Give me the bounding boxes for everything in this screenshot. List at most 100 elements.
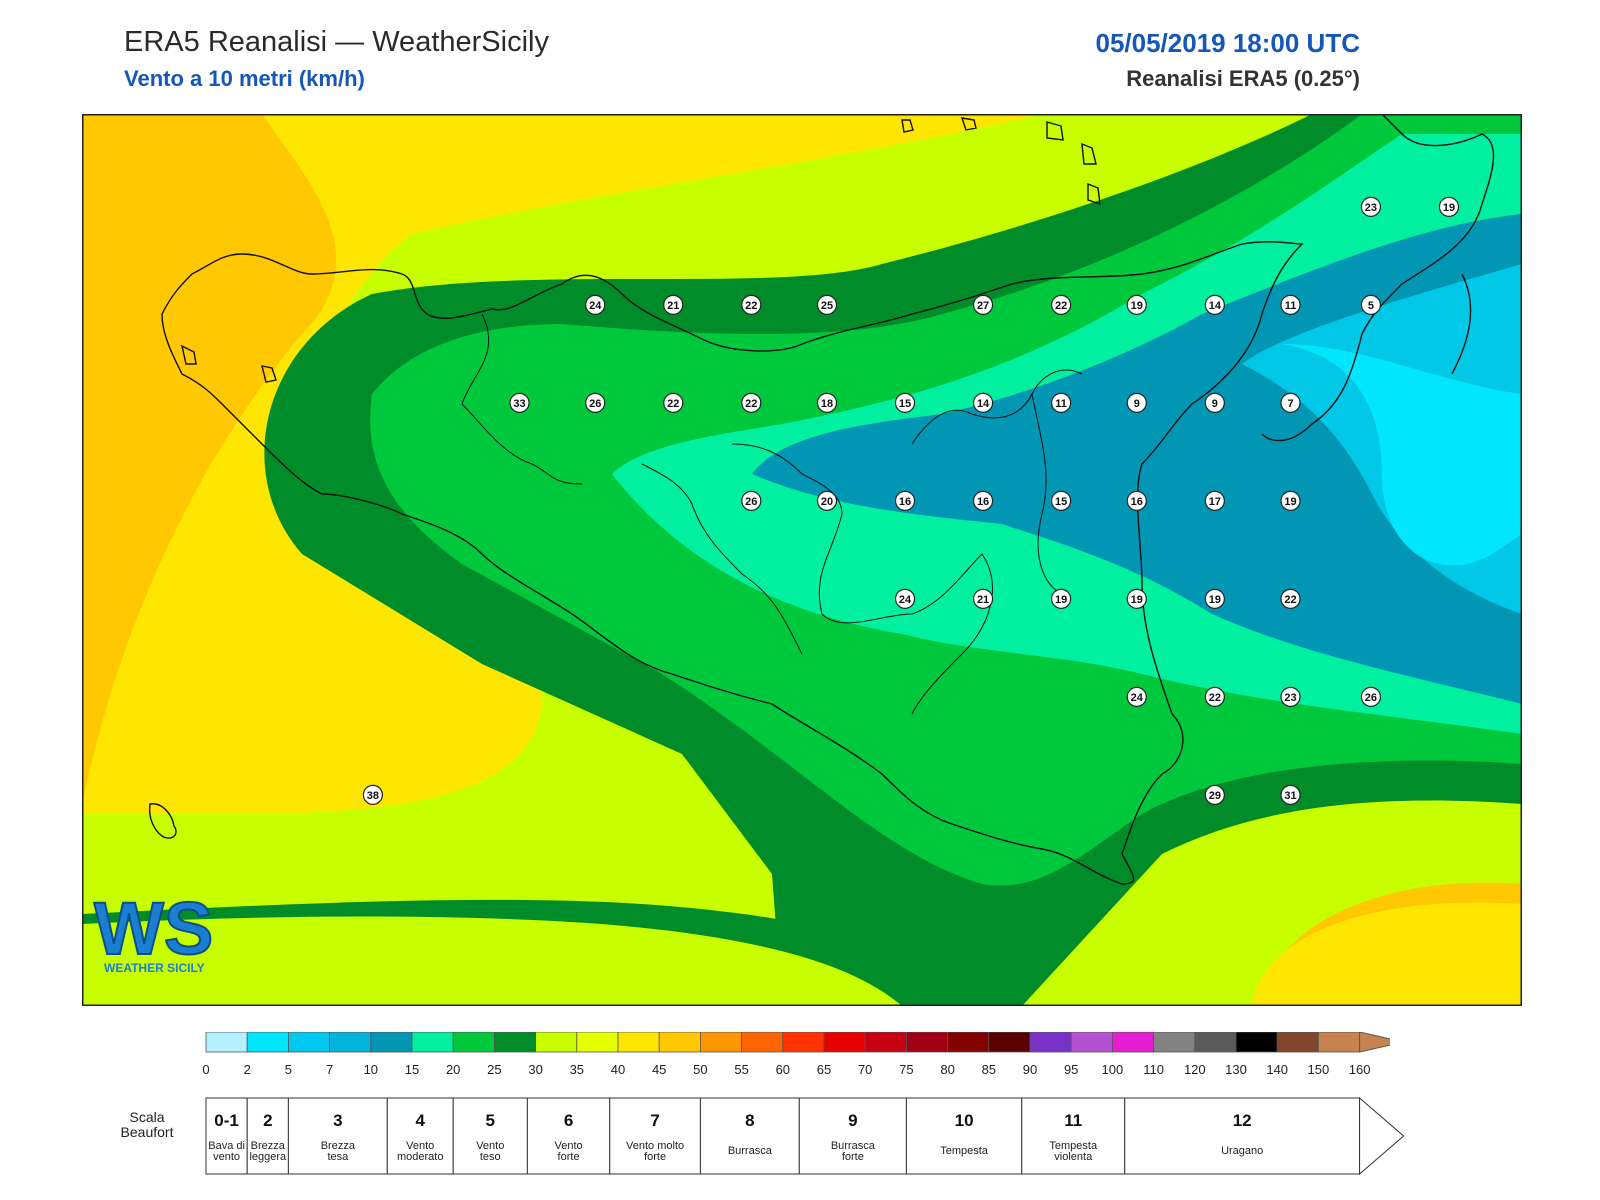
station-marker: 22 — [741, 294, 762, 315]
station-value: 21 — [667, 300, 679, 312]
station-marker: 16 — [972, 490, 994, 511]
colorbar-swatch — [411, 1032, 454, 1053]
station-value: 38 — [367, 790, 379, 802]
station-marker: 26 — [585, 392, 606, 413]
beaufort-force: 8 — [745, 1111, 754, 1130]
beaufort-force: 5 — [486, 1111, 495, 1130]
station-marker: 19 — [1126, 294, 1147, 315]
zone-band — [1282, 344, 1522, 566]
beaufort-scale: 0-1 Bava di vento 2 Brezza leggera 3 Brezza tesa… — [205, 1096, 1405, 1176]
station-value: 14 — [977, 398, 990, 410]
station-value: 17 — [1209, 496, 1221, 508]
colorbar-swatch — [823, 1032, 866, 1053]
station-value: 11 — [1055, 398, 1067, 410]
colorbar-swatch — [205, 1032, 248, 1053]
colorbar-swatch — [535, 1032, 578, 1053]
island-outline — [1087, 182, 1101, 206]
beaufort-description: Tempesta violenta — [1049, 1140, 1098, 1163]
station-value: 22 — [745, 398, 757, 410]
station-value: 9 — [1212, 398, 1218, 410]
data-source: Reanalisi ERA5 (0.25°) — [1126, 66, 1360, 91]
colorbar-swatch — [864, 1032, 907, 1053]
colorbar-swatch — [1029, 1032, 1072, 1053]
station-marker: 19 — [1051, 588, 1072, 609]
station-value: 19 — [1131, 594, 1143, 606]
colorbar-arrow — [1359, 1032, 1390, 1053]
station-value: 26 — [745, 496, 757, 508]
station-marker: 14 — [972, 392, 994, 413]
station-marker: 11 — [1280, 294, 1301, 315]
beaufort-cell: 7 Vento molto forte — [609, 1097, 701, 1175]
station-value: 16 — [1131, 496, 1143, 508]
colorbar-swatch — [617, 1032, 660, 1053]
station-value: 9 — [1134, 398, 1140, 410]
station-marker: 27 — [972, 294, 994, 315]
station-marker: 18 — [816, 392, 838, 413]
station-marker: 25 — [816, 294, 838, 315]
colorbar-swatch — [576, 1032, 619, 1053]
map-title: ERA5 Reanalisi — WeatherSicily — [124, 26, 549, 58]
coastlines — [148, 114, 1495, 885]
station-value: 24 — [1131, 692, 1144, 704]
beaufort-force: 2 — [263, 1111, 272, 1130]
beaufort-cell: 10 Tempesta — [905, 1097, 1023, 1175]
station-marker: 11 — [1051, 392, 1072, 413]
valid-datetime: 05/05/2019 18:00 UTC — [1095, 28, 1360, 58]
island-outline — [261, 365, 277, 383]
colorbar-tick: 110 — [1143, 1062, 1164, 1077]
beaufort-force: 11 — [1064, 1111, 1082, 1130]
colorbar-tick: 7 — [326, 1062, 333, 1077]
colorbar-tick: 85 — [982, 1062, 996, 1077]
beaufort-force: 10 — [955, 1111, 974, 1130]
logo-mark: WS — [94, 887, 213, 970]
colorbar-tick: 160 — [1349, 1062, 1371, 1077]
colorbar-tick: 30 — [528, 1062, 542, 1077]
beaufort-cell: 4 Vento moderato — [386, 1097, 454, 1175]
beaufort-description: Burrasca forte — [831, 1140, 876, 1163]
station-marker: 26 — [1360, 686, 1382, 707]
station-markers: 24 21 22 25 27 22 19 14 11 5 23 19 33 26 22 22 18 15 14 11 9… — [362, 196, 1460, 805]
station-value: 19 — [1443, 202, 1455, 214]
beaufort-label: Scala Beaufort — [120, 1109, 174, 1140]
station-value: 25 — [821, 300, 833, 312]
colorbar-tick: 100 — [1102, 1062, 1124, 1077]
colorbar-swatch — [1153, 1032, 1196, 1053]
map-subtitle: Vento a 10 metri (km/h) — [124, 66, 365, 91]
colorbar-tick: 90 — [1023, 1062, 1037, 1077]
colorbar-swatch — [493, 1032, 536, 1053]
wind-map: 24 21 22 25 27 22 19 14 11 5 23 19 33 26 22 22 18 15 14 11 9… — [82, 114, 1522, 1006]
colorbar-swatch — [288, 1032, 331, 1053]
station-marker: 26 — [741, 490, 762, 511]
station-marker: 9 — [1126, 392, 1147, 413]
island-outline — [148, 803, 177, 839]
beaufort-description: Tempesta — [940, 1145, 989, 1157]
colorbar-tick: 2 — [244, 1062, 251, 1077]
station-value: 19 — [1284, 496, 1296, 508]
station-value: 21 — [977, 594, 989, 606]
station-marker: 23 — [1360, 196, 1382, 217]
station-value: 5 — [1368, 300, 1374, 312]
colorbar-swatch — [906, 1032, 949, 1053]
station-value: 11 — [1285, 300, 1297, 312]
colorbar-tick: 130 — [1225, 1062, 1247, 1077]
sicily-coastline — [161, 241, 1304, 885]
station-marker: 7 — [1280, 392, 1301, 413]
station-marker: 24 — [1126, 686, 1147, 707]
station-marker: 24 — [894, 588, 916, 609]
logo-wordmark: WEATHER SICILY — [104, 961, 205, 975]
zone-band — [1252, 902, 1522, 1006]
station-marker: 15 — [1051, 490, 1072, 511]
colorbar-swatch — [658, 1032, 701, 1053]
station-marker: 22 — [1280, 588, 1301, 609]
station-value: 29 — [1209, 790, 1221, 802]
beaufort-cell: 8 Burrasca — [699, 1097, 800, 1175]
station-value: 20 — [821, 496, 833, 508]
station-marker: 29 — [1204, 784, 1225, 805]
colorbar-swatch — [1112, 1032, 1155, 1053]
colorbar-tick: 10 — [364, 1062, 378, 1077]
station-value: 23 — [1284, 692, 1296, 704]
beaufort-force: 3 — [333, 1111, 342, 1130]
colorbar-tick: 60 — [776, 1062, 790, 1077]
station-value: 24 — [899, 594, 912, 606]
beaufort-force: 6 — [564, 1111, 573, 1130]
